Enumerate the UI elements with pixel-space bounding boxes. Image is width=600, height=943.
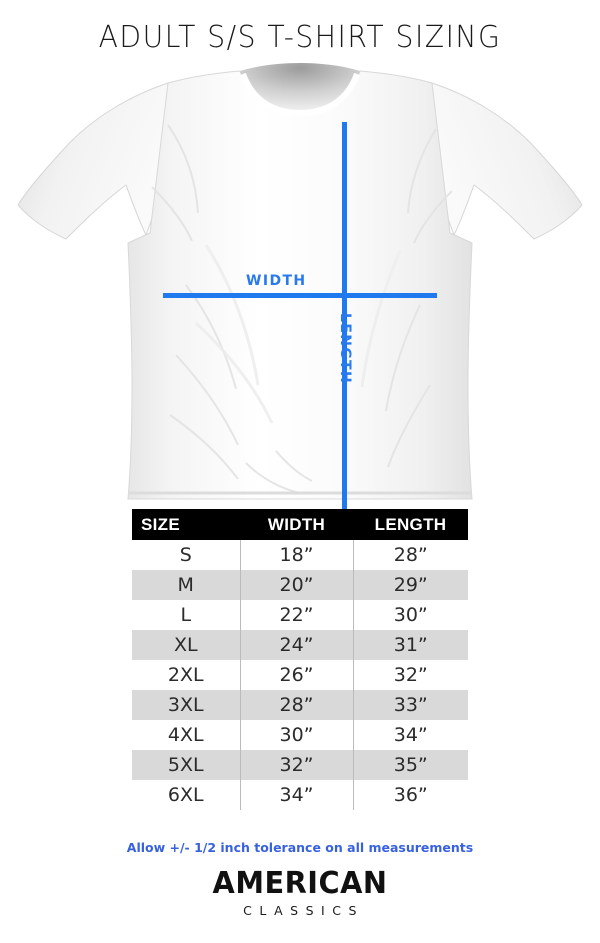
tshirt-collar-rib (240, 72, 360, 117)
fabric-wrinkles-soft (194, 244, 402, 424)
tshirt-right-sleeve (431, 82, 583, 240)
size-chart-table: SIZE WIDTH LENGTH S 18” 28” M 20” 29” L … (132, 509, 468, 810)
cell-size: L (132, 600, 241, 630)
cell-width: 34” (240, 780, 354, 810)
length-label: LENGTH (337, 313, 353, 385)
column-header-width: WIDTH (240, 509, 353, 540)
cell-length: 28” (353, 540, 468, 570)
table-row: L 22” 30” (132, 600, 468, 630)
cell-length: 35” (353, 750, 468, 780)
brand-tagline: CLASSICS (243, 902, 364, 918)
cell-width: 20” (240, 570, 354, 600)
cell-size: 3XL (132, 690, 241, 720)
column-header-length: LENGTH (353, 509, 468, 540)
table-row: M 20” 29” (132, 570, 468, 600)
cell-size: 6XL (132, 780, 241, 810)
cell-width: 18” (240, 540, 354, 570)
cell-width: 22” (240, 600, 354, 630)
cell-size: XL (132, 630, 241, 660)
length-guide-line (342, 122, 347, 552)
cell-size: 4XL (132, 720, 241, 750)
cell-width: 26” (240, 660, 354, 690)
tshirt-left-sleeve (17, 82, 169, 240)
cell-length: 29” (353, 570, 468, 600)
table-row: 4XL 30” 34” (132, 720, 468, 750)
cell-length: 32” (353, 660, 468, 690)
cell-width: 24” (240, 630, 354, 660)
cell-length: 31” (353, 630, 468, 660)
table-row: S 18” 28” (132, 540, 468, 570)
cell-size: S (132, 540, 241, 570)
table-row: 3XL 28” 33” (132, 690, 468, 720)
table-row: 5XL 32” 35” (132, 750, 468, 780)
cell-width: 30” (240, 720, 354, 750)
cell-length: 36” (353, 780, 468, 810)
cell-length: 30” (353, 600, 468, 630)
cell-width: 28” (240, 690, 354, 720)
tolerance-note: Allow +/- 1/2 inch tolerance on all meas… (126, 840, 474, 855)
tshirt-drawing (17, 63, 583, 500)
cell-size: 5XL (132, 750, 241, 780)
table-row: 2XL 26” 32” (132, 660, 468, 690)
cell-width: 32” (240, 750, 354, 780)
brand-logo: AMERICAN CLASSICS (0, 868, 600, 918)
table-header-row: SIZE WIDTH LENGTH (132, 509, 468, 540)
page-title: ADULT S/S T-SHIRT SIZING (98, 20, 502, 55)
table-row: XL 24” 31” (132, 630, 468, 660)
table-body: S 18” 28” M 20” 29” L 22” 30” XL 24” 31”… (132, 540, 468, 810)
cell-length: 33” (353, 690, 468, 720)
table-row: 6XL 34” 36” (132, 780, 468, 810)
table-header: SIZE WIDTH LENGTH (132, 509, 468, 540)
cell-size: M (132, 570, 241, 600)
width-label: WIDTH (246, 273, 307, 289)
tshirt-illustration: WIDTH LENGTH (0, 55, 600, 552)
brand-name: AMERICAN (212, 866, 388, 901)
tshirt-collar (240, 63, 360, 111)
width-guide-line (163, 293, 437, 298)
cell-size: 2XL (132, 660, 241, 690)
cell-length: 34” (353, 720, 468, 750)
column-header-size: SIZE (132, 509, 240, 540)
